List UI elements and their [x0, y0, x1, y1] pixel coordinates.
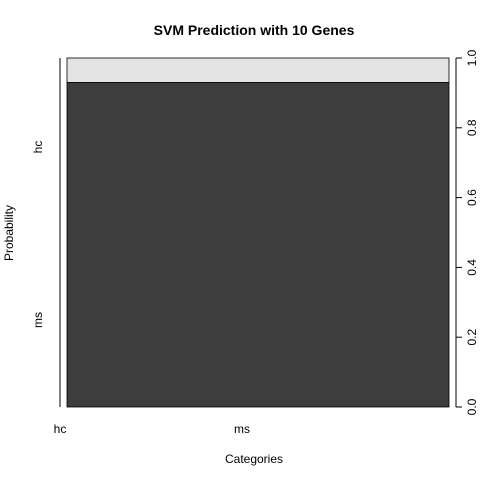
right-axis: 0.0 0.2 0.4 0.6 0.8 1.0	[455, 49, 479, 415]
left-level-label-hc: hc	[31, 141, 45, 154]
right-axis-tick-label: 0.8	[465, 119, 479, 136]
x-tick-label-hc: hc	[54, 422, 67, 436]
x-axis-label: Categories	[225, 452, 283, 466]
chart-title: SVM Prediction with 10 Genes	[154, 22, 355, 38]
right-axis-tick-label: 0.6	[465, 189, 479, 206]
bar-segment-ms-ms	[66, 82, 450, 408]
left-level-label-ms: ms	[31, 312, 45, 328]
right-axis-tick-label: 0.0	[465, 398, 479, 415]
x-tick-label-ms: ms	[234, 422, 250, 436]
bar-segment-ms-hc	[66, 57, 450, 83]
right-axis-tick-label: 1.0	[465, 49, 479, 66]
right-axis-tick-label: 0.2	[465, 329, 479, 346]
right-axis-tick-label: 0.4	[465, 259, 479, 276]
x-axis: hc ms	[54, 422, 250, 436]
y-axis-label: Probability	[2, 205, 16, 261]
bars-layer	[59, 57, 450, 408]
left-axis: hc ms	[31, 141, 45, 328]
